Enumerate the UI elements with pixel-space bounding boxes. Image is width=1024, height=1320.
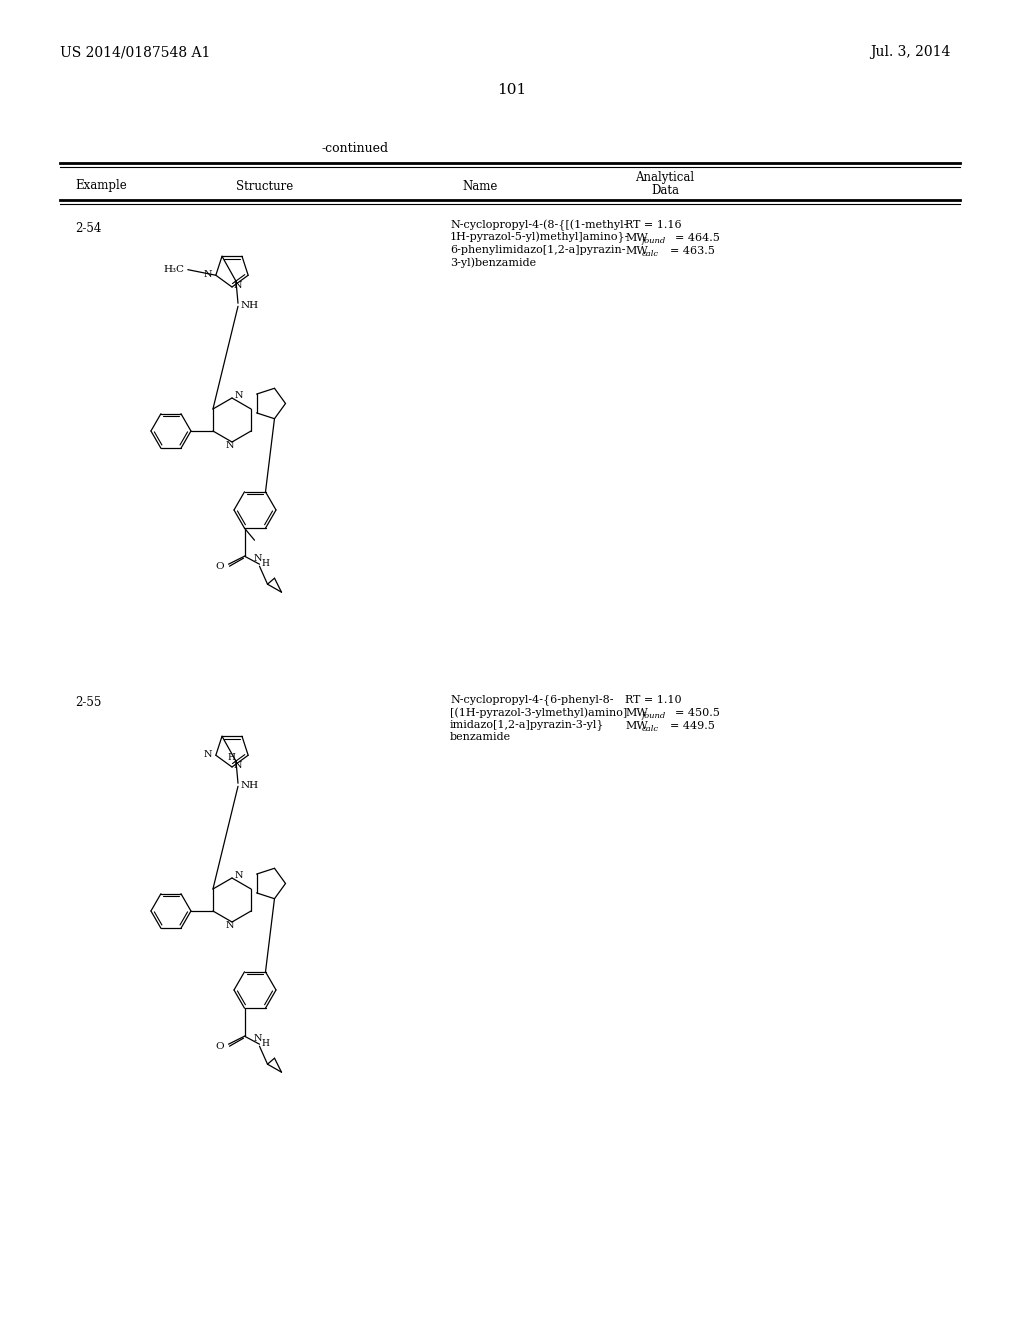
Text: N: N	[234, 760, 243, 770]
Text: US 2014/0187548 A1: US 2014/0187548 A1	[60, 45, 210, 59]
Text: H: H	[261, 1039, 269, 1048]
Text: found: found	[642, 711, 667, 719]
Text: N: N	[253, 1034, 262, 1043]
Text: = 450.5: = 450.5	[675, 708, 720, 718]
Text: imidazo[1,2-a]pyrazin-3-yl}: imidazo[1,2-a]pyrazin-3-yl}	[450, 719, 604, 730]
Text: Example: Example	[75, 180, 127, 193]
Text: found: found	[642, 238, 667, 246]
Text: 1H-pyrazol-5-yl)methyl]amino}-: 1H-pyrazol-5-yl)methyl]amino}-	[450, 232, 630, 243]
Text: N: N	[234, 870, 244, 879]
Text: N: N	[204, 269, 212, 279]
Text: = 449.5: = 449.5	[670, 721, 715, 731]
Text: N: N	[204, 750, 212, 759]
Text: RT = 1.10: RT = 1.10	[625, 696, 682, 705]
Text: H₃C: H₃C	[164, 265, 185, 275]
Text: NH: NH	[241, 780, 259, 789]
Text: N: N	[225, 921, 234, 931]
Text: = 464.5: = 464.5	[675, 234, 720, 243]
Text: Analytical: Analytical	[636, 170, 694, 183]
Text: MW: MW	[625, 234, 648, 243]
Text: Jul. 3, 2014: Jul. 3, 2014	[870, 45, 950, 59]
Text: benzamide: benzamide	[450, 733, 511, 742]
Text: = 463.5: = 463.5	[670, 246, 715, 256]
Text: MW: MW	[625, 708, 648, 718]
Text: Name: Name	[462, 180, 498, 193]
Text: N: N	[225, 441, 234, 450]
Text: [(1H-pyrazol-3-ylmethyl)amino]: [(1H-pyrazol-3-ylmethyl)amino]	[450, 708, 628, 718]
Text: N: N	[234, 281, 243, 289]
Text: H: H	[261, 558, 269, 568]
Text: -continued: -continued	[322, 141, 388, 154]
Text: RT = 1.16: RT = 1.16	[625, 220, 682, 230]
Text: MW: MW	[625, 721, 648, 731]
Text: Data: Data	[651, 185, 679, 198]
Text: calc: calc	[642, 725, 659, 733]
Text: calc: calc	[642, 249, 659, 257]
Text: 3-yl)benzamide: 3-yl)benzamide	[450, 257, 537, 268]
Text: H: H	[227, 754, 234, 763]
Text: N: N	[234, 391, 244, 400]
Text: O: O	[216, 562, 224, 570]
Text: 2-55: 2-55	[75, 697, 101, 710]
Text: N-cyclopropyl-4-(8-{[(1-methyl-: N-cyclopropyl-4-(8-{[(1-methyl-	[450, 219, 628, 231]
Text: O: O	[216, 1041, 224, 1051]
Text: Structure: Structure	[237, 180, 294, 193]
Text: 101: 101	[498, 83, 526, 96]
Text: 2-54: 2-54	[75, 222, 101, 235]
Text: NH: NH	[241, 301, 259, 310]
Text: 6-phenylimidazo[1,2-a]pyrazin-: 6-phenylimidazo[1,2-a]pyrazin-	[450, 246, 626, 255]
Text: N: N	[253, 553, 262, 562]
Text: N-cyclopropyl-4-{6-phenyl-8-: N-cyclopropyl-4-{6-phenyl-8-	[450, 694, 613, 705]
Text: MW: MW	[625, 246, 648, 256]
